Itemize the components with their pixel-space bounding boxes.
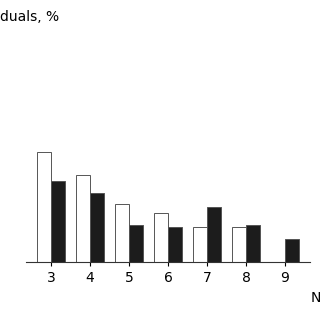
Bar xyxy=(193,228,207,262)
Bar xyxy=(76,175,90,262)
Bar xyxy=(115,204,129,262)
Bar xyxy=(232,228,246,262)
Text: Num: Num xyxy=(310,291,320,305)
Bar xyxy=(207,207,221,262)
Text: duals, %: duals, % xyxy=(0,10,59,24)
Bar xyxy=(37,152,51,262)
Bar xyxy=(285,239,299,262)
Bar xyxy=(246,225,260,262)
Bar xyxy=(154,213,168,262)
Bar xyxy=(51,181,65,262)
Bar xyxy=(90,193,104,262)
Bar xyxy=(129,225,143,262)
Bar xyxy=(168,228,182,262)
